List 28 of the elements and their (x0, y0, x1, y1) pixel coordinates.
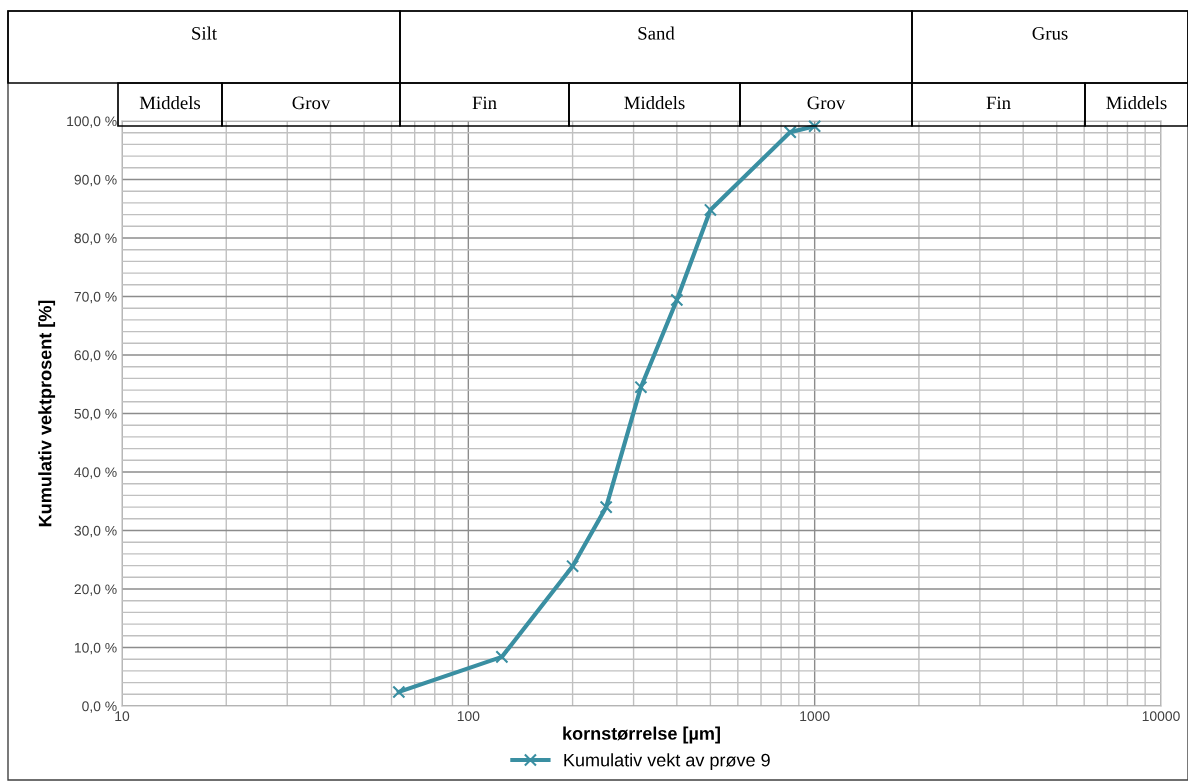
y-tick-label: 80,0 % (74, 233, 117, 245)
y-tick-label: 90,0 % (74, 174, 117, 187)
y-tick-label: 100,0 % (67, 116, 117, 128)
text: Sand (638, 26, 675, 40)
text: Grus (1032, 27, 1068, 40)
text: Silt (192, 26, 217, 40)
text: Middels (139, 96, 201, 110)
x-tick-label: 100 (457, 711, 480, 722)
text: Grov (292, 96, 331, 110)
text: Middels (1106, 96, 1167, 110)
y-tick-label: 70,0 % (74, 291, 117, 304)
y-tick-label: 10,0 % (74, 642, 117, 655)
y-tick-label: 40,0 % (74, 467, 117, 479)
text: Fin (986, 96, 1011, 110)
y-tick-label: 60,0 % (74, 350, 117, 362)
x-tick-label: 1000 (800, 711, 830, 722)
text: Middels (624, 96, 685, 110)
y-tick-label: 0,0 % (82, 701, 117, 713)
legend-label: Kumulativ vekt av prøve 9 (564, 753, 770, 771)
text: Fin (472, 96, 497, 110)
x-tick-label: 10000 (1142, 711, 1180, 722)
text: Grov (807, 96, 846, 110)
x-tick-label: 10 (115, 711, 130, 722)
y-tick-label: 30,0 % (74, 525, 117, 538)
y-tick-label: 20,0 % (74, 584, 117, 596)
y-axis-title: Kumulativ vektprosent [%] (38, 300, 56, 527)
x-axis-title: kornstørrelse [µm] (563, 726, 720, 744)
y-tick-label: 50,0 % (74, 408, 117, 421)
